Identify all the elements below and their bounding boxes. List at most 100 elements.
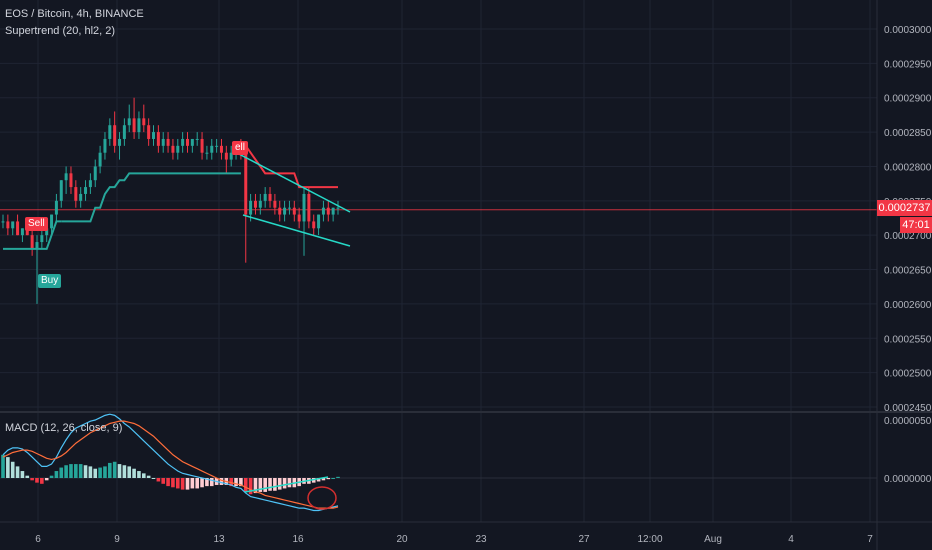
macd-histogram-bar — [331, 478, 335, 479]
macd-histogram-bar — [112, 461, 117, 478]
macd-histogram-bar — [161, 478, 166, 484]
candle-countdown: 47:01 — [900, 217, 932, 233]
candle-up — [11, 221, 15, 229]
candle-up — [317, 214, 321, 229]
macd-histogram-bar — [282, 478, 287, 489]
candle-up — [54, 200, 58, 215]
price-tick-label: 0.0002950 — [884, 59, 932, 70]
macd-histogram-bar — [88, 466, 93, 478]
time-tick-label: 12:00 — [637, 534, 662, 545]
candle-up — [215, 145, 219, 147]
macd-histogram-bar — [83, 465, 88, 478]
macd-histogram-bar — [74, 464, 78, 478]
macd-histogram-bar — [54, 471, 59, 478]
price-tick-label: 0.0002850 — [884, 128, 932, 139]
candle-down — [30, 235, 34, 249]
macd-histogram-bar — [263, 478, 267, 492]
channel-upper-trendline — [236, 152, 351, 213]
macd-histogram-bar — [248, 478, 253, 495]
macd-tick-label: 0.0000000 — [884, 474, 932, 485]
candle-up — [283, 207, 287, 215]
macd-histogram-bar — [40, 478, 44, 484]
macd-legend[interactable]: MACD (12, 26, close, 9) — [5, 422, 123, 434]
candle-up — [1, 221, 5, 223]
price-tick-label: 0.0002700 — [884, 231, 932, 242]
candle-up — [181, 138, 185, 146]
candle-up — [137, 118, 141, 133]
macd-histogram-bar — [243, 478, 248, 492]
candle-down — [244, 152, 248, 215]
macd-histogram-bar — [64, 465, 68, 478]
candle-up — [195, 138, 199, 140]
supertrend-legend[interactable]: Supertrend (20, hl2, 2) — [5, 25, 116, 37]
macd-histogram-bar — [151, 478, 156, 479]
candle-up — [127, 118, 131, 126]
candle-up — [118, 138, 122, 146]
candle-down — [132, 118, 136, 133]
candle-up — [336, 207, 340, 209]
time-tick-label: 6 — [35, 534, 41, 545]
macd-histogram-bar — [287, 478, 292, 488]
candle-down — [253, 200, 257, 208]
candle-up — [302, 193, 306, 222]
grid — [0, 0, 877, 522]
candle-up — [287, 207, 291, 209]
macd-histogram-bar — [30, 478, 34, 481]
candle-down — [142, 118, 146, 126]
macd-histogram-bar — [171, 478, 175, 488]
candle-down — [69, 173, 73, 188]
candle-up — [88, 180, 92, 188]
macd-histogram-bar — [132, 468, 136, 478]
candle-down — [224, 152, 228, 160]
macd-histogram-bar — [6, 457, 10, 478]
price-tick-label: 0.0002550 — [884, 334, 932, 345]
candle-up — [190, 138, 194, 146]
time-tick-label: 7 — [867, 534, 873, 545]
candle-up — [205, 152, 209, 154]
macd-histogram-bar — [108, 462, 112, 478]
macd-histogram-bar — [78, 464, 83, 478]
macd-histogram-bar — [258, 478, 263, 492]
candle-up — [59, 180, 63, 201]
macd-histogram-bar — [35, 478, 39, 483]
candle-up — [249, 200, 253, 215]
candle-up — [176, 145, 180, 153]
macd-highlight-circle — [307, 486, 337, 510]
macd-histogram-bar — [1, 454, 5, 478]
channel-lower-trendline — [242, 214, 351, 247]
macd-histogram-bar — [234, 478, 238, 487]
macd-histogram-bar — [69, 464, 73, 478]
candle-up — [79, 193, 83, 201]
candle-down — [16, 221, 20, 236]
candle-down — [219, 145, 223, 153]
macd-tick-label: 0.0000050 — [884, 416, 932, 427]
candle-up — [84, 187, 88, 194]
candle-up — [258, 200, 262, 208]
time-tick-label: 4 — [788, 534, 794, 545]
trendline-drawings — [236, 152, 351, 247]
macd-divergence-line — [244, 476, 329, 493]
candle-down — [200, 138, 204, 153]
macd-histogram-bar — [59, 467, 64, 478]
candle-down — [185, 138, 189, 146]
signal-line — [2, 420, 339, 509]
candle-down — [292, 207, 296, 215]
price-tick-label: 0.0002450 — [884, 403, 932, 414]
candle-up — [263, 193, 267, 201]
candle-up — [321, 207, 325, 215]
supertrend-lines — [3, 145, 338, 250]
candle-down — [147, 125, 151, 139]
macd-histogram-bar — [117, 464, 122, 478]
macd-histogram-bar — [321, 478, 326, 481]
macd-pane — [0, 413, 877, 512]
price-tick-label: 0.0002600 — [884, 300, 932, 311]
price-tick-label: 0.0002500 — [884, 369, 932, 380]
candle-down — [278, 207, 282, 215]
time-tick-label: Aug — [704, 534, 722, 545]
supertrend-down-line — [244, 145, 338, 189]
candle-up — [20, 228, 24, 236]
symbol-legend[interactable]: EOS / Bitcoin, 4h, BINANCE — [5, 8, 144, 20]
macd-histogram-bar — [180, 478, 185, 490]
time-tick-label: 23 — [475, 534, 487, 545]
